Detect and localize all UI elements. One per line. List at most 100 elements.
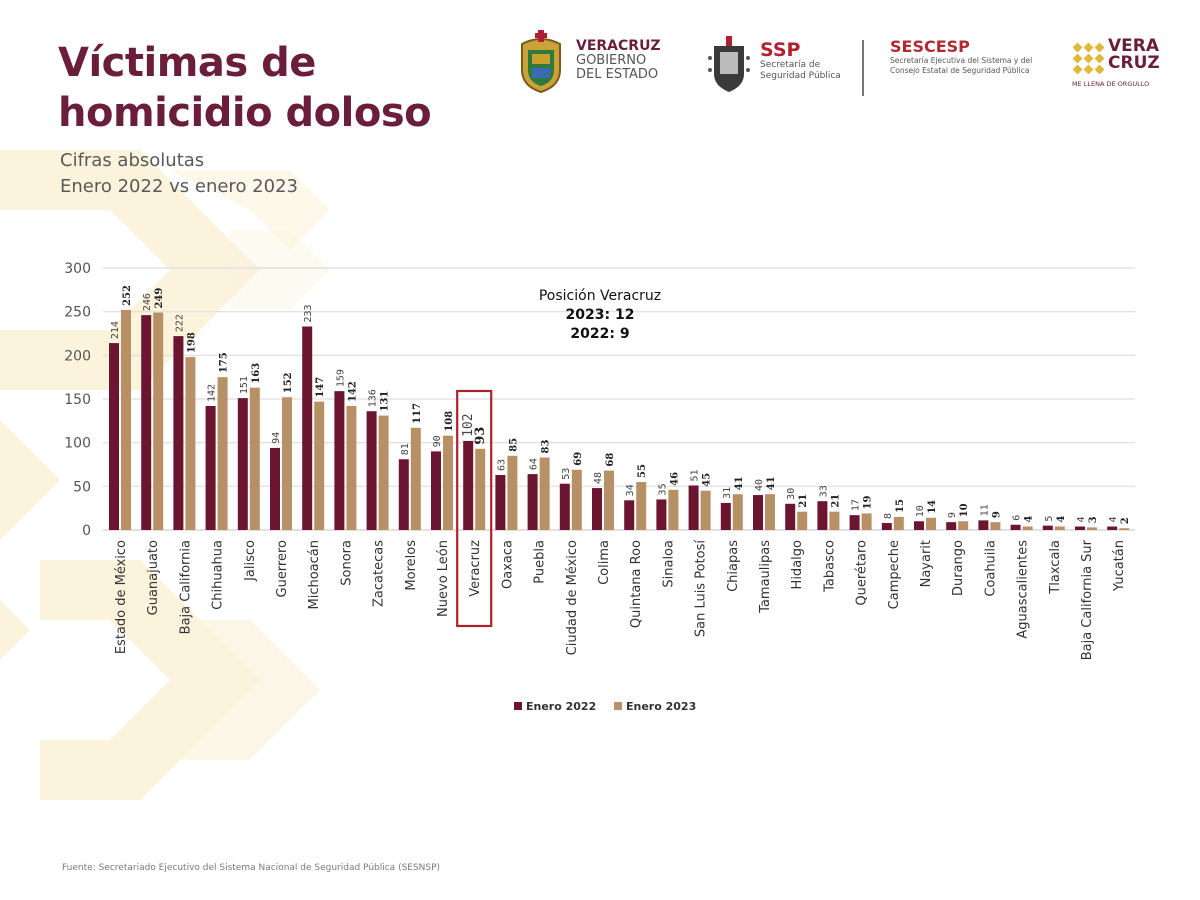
data-label-2022: 34: [625, 484, 636, 496]
data-label-2022: 5: [1044, 516, 1055, 522]
x-category-label: Ciudad de México: [565, 540, 580, 655]
legend: Enero 2022 Enero 2023: [514, 700, 696, 713]
data-label-2022: 4: [1076, 516, 1087, 522]
data-label-2023: 10: [959, 503, 970, 517]
y-tick-label: 0: [82, 523, 91, 539]
x-axis-labels: Estado de México Guanajuato Baja Californi…: [114, 539, 1127, 660]
data-label-2023: 41: [766, 476, 777, 490]
bar-2022: [302, 326, 313, 530]
data-label-2022: 222: [174, 314, 185, 332]
x-category-label: San Luis Potosí: [694, 540, 709, 638]
annotation-line-1: Posición Veracruz: [539, 288, 661, 304]
bar-2023: [732, 494, 743, 530]
x-category-label: Coahuila: [983, 540, 998, 597]
data-label-2023: 108: [444, 411, 455, 432]
data-label-2022: 90: [432, 435, 443, 447]
bar-2023: [571, 469, 582, 530]
veracruz-logo-line-2: GOBIERNO: [576, 53, 647, 68]
x-category-label: Tlaxcala: [1048, 540, 1063, 595]
sescesp-acronym: SESCESP: [890, 37, 970, 56]
data-label-2022: 63: [496, 459, 507, 471]
bar-2022: [237, 398, 248, 530]
x-category-label: Tamaulipas: [758, 540, 773, 614]
data-label-2023: 85: [508, 438, 519, 452]
data-label-2023: 198: [186, 332, 197, 353]
brand-line-1: VERA: [1108, 36, 1160, 56]
bar-2022: [849, 515, 860, 530]
annotation-line-3: 2022: 9: [570, 326, 629, 342]
data-label-2022: 17: [851, 499, 862, 511]
data-label-2023: 21: [830, 494, 841, 508]
bar-2023: [861, 513, 872, 530]
x-category-label: Zacatecas: [372, 540, 387, 607]
data-label-2022: 31: [722, 487, 733, 499]
legend-label-2022: Enero 2022: [526, 700, 596, 713]
bar-2023: [249, 387, 260, 530]
bar-2022: [946, 522, 957, 530]
data-label-2022: 233: [303, 304, 314, 322]
data-label-2023: 19: [863, 495, 874, 509]
data-label-2022: 9: [947, 512, 958, 518]
source-note: Fuente: Secretariado Ejecutivo del Siste…: [62, 863, 441, 873]
bar-2022: [1042, 525, 1053, 530]
data-label-2022: 81: [400, 443, 411, 455]
data-label-2023: 142: [347, 381, 358, 402]
ssp-line-2: Seguridad Pública: [760, 71, 841, 81]
x-category-label: Baja California: [178, 540, 193, 634]
legend-label-2023: Enero 2023: [626, 700, 696, 713]
x-category-label: Baja California Sur: [1080, 539, 1095, 660]
bar-2022: [366, 411, 377, 530]
data-label-2022: 11: [979, 504, 990, 516]
bar-2023: [507, 455, 518, 530]
ssp-line-1: Secretaría de: [760, 60, 821, 70]
bar-2023: [443, 435, 453, 530]
bar-2022: [431, 451, 441, 530]
bar-2022: [688, 485, 699, 530]
x-category-label: Sinaloa: [661, 540, 676, 588]
data-label-2023: 69: [573, 452, 584, 466]
bar-2023: [1087, 527, 1097, 530]
x-category-label: Jalisco: [243, 540, 258, 582]
legend-swatch-2022: [514, 702, 522, 710]
x-category-label: Chiapas: [726, 540, 741, 592]
bar-2022: [1010, 524, 1021, 530]
data-label-2023: 175: [219, 352, 230, 373]
bar-2023: [282, 397, 292, 530]
bar-2022: [270, 447, 280, 530]
bar-2022: [173, 336, 184, 530]
data-label-2023: 131: [380, 391, 391, 412]
bar-2023: [314, 401, 325, 530]
bar-2022: [334, 391, 345, 530]
title-line-1: Víctimas de: [58, 40, 316, 86]
bar-2023: [153, 312, 164, 530]
x-category-label: Hidalgo: [790, 540, 805, 589]
x-category-label: Campeche: [887, 540, 902, 609]
data-label-2023: 83: [541, 440, 552, 454]
data-label-2022: 30: [786, 488, 797, 500]
data-label-2022: 4: [1108, 516, 1119, 522]
bar-2022: [624, 500, 635, 530]
data-label-2023: 68: [605, 453, 616, 467]
x-category-label: Michoacán: [307, 540, 322, 610]
bar-2023: [1022, 526, 1033, 530]
x-category-label: Estado de México: [114, 540, 129, 654]
x-category-label: Querétaro: [855, 540, 870, 606]
veracruz-pattern-icon: [1072, 42, 1104, 74]
brand-tagline: ME LLENA DE ORGULLO: [1072, 80, 1150, 88]
bar-2023: [893, 516, 904, 530]
bar-2023: [765, 494, 775, 530]
bar-2022: [141, 315, 152, 530]
data-label-2022: 94: [271, 432, 282, 444]
data-label-2022: 40: [754, 479, 765, 491]
bar-2022: [1107, 526, 1118, 530]
x-category-label: Chihuahua: [211, 540, 226, 610]
bar-2023: [410, 427, 421, 530]
bar-2023: [1119, 528, 1130, 530]
bar-2023: [121, 309, 131, 530]
data-label-2022: 159: [335, 369, 346, 387]
bar-2023: [217, 377, 228, 530]
data-label-2022: 64: [529, 458, 540, 470]
ssp-shield-icon: [708, 36, 750, 92]
data-label-2023: 2: [1120, 517, 1131, 524]
